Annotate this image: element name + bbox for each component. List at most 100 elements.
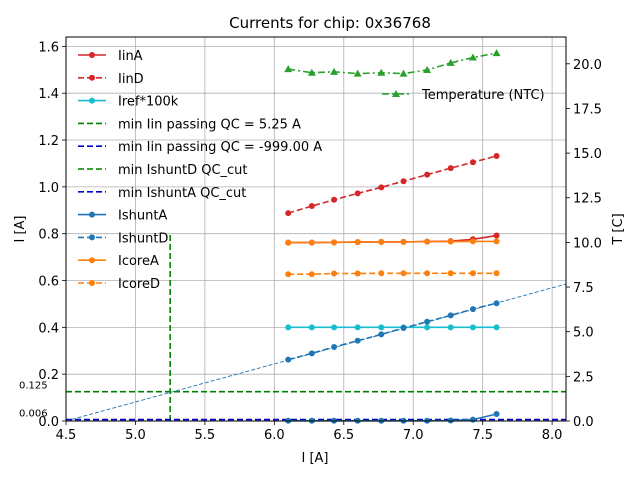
data-point: [469, 159, 476, 166]
series-line-icored: [288, 272, 497, 276]
legend: IinA IinD Iref*100k min Iin passing QC = 5.…: [78, 49, 545, 292]
data-point: [493, 232, 500, 239]
series-line-temperature: [288, 52, 497, 75]
axis-ticks: 4.5 5.0 5.5 6.0 6.5 7.0 7.5 8.0 0.0 0.2 0.4 0.6 0.8 1…: [38, 40, 602, 443]
data-point: [400, 238, 407, 245]
data-point: [308, 350, 315, 357]
chart-title: Currents for chip: 0x36768: [229, 14, 431, 32]
series-line-iind: [287, 155, 497, 214]
data-point: [354, 190, 361, 197]
data-point: [354, 239, 361, 246]
data-point: [469, 416, 476, 423]
legend-entry: IshuntD: [118, 231, 168, 246]
y2-tick-label: 15.0: [573, 147, 602, 162]
data-point: [469, 238, 476, 245]
temperature-point: [377, 68, 386, 76]
data-point: [331, 344, 338, 351]
temperature-point: [423, 66, 432, 74]
legend-entry: IshuntA: [118, 209, 167, 224]
data-point: [447, 324, 454, 331]
x-axis-label: I [A]: [301, 451, 328, 466]
data-point: [493, 324, 500, 331]
data-point: [400, 325, 407, 332]
y2-tick-label: 10.0: [573, 236, 602, 251]
legend-marker: [89, 211, 95, 218]
y2-tick-label: 5.0: [573, 326, 594, 341]
data-series: [284, 49, 501, 424]
temperature-point: [330, 67, 339, 75]
data-point: [354, 337, 361, 344]
y2-tick-label: 12.5: [573, 192, 602, 207]
data-point: [447, 165, 454, 172]
legend-entry: min IshuntA QC_cut: [118, 186, 246, 201]
x-tick-label: 5.5: [195, 428, 216, 443]
x-tick-label: 7.0: [403, 428, 424, 443]
data-point: [331, 324, 338, 331]
data-point: [447, 270, 454, 277]
data-point: [378, 184, 385, 191]
data-point: [354, 324, 361, 331]
data-point: [424, 318, 431, 325]
x-tick-label: 5.0: [125, 428, 146, 443]
qc-cut-value-label: 0.006: [19, 409, 48, 420]
data-point: [308, 324, 315, 331]
legend-entry: min Iin passing QC = -999.00 A: [118, 140, 322, 155]
data-point: [424, 324, 431, 331]
legend-entry: IinA: [118, 49, 143, 64]
y2-tick-label: 0.0: [573, 415, 594, 430]
y-tick-label: 1.4: [38, 87, 59, 102]
data-point: [285, 324, 292, 331]
y2-tick-label: 20.0: [573, 58, 602, 73]
y-tick-label: 1.0: [38, 181, 59, 196]
legend-marker: [89, 97, 95, 104]
x-tick-label: 4.5: [56, 428, 77, 443]
data-point: [308, 239, 315, 246]
data-point: [378, 331, 385, 338]
x-tick-label: 6.5: [333, 428, 354, 443]
x-tick-label: 7.5: [472, 428, 493, 443]
plot-frame: [65, 36, 567, 422]
data-point: [285, 210, 292, 217]
qc-cut-value-label: 0.125: [19, 381, 48, 392]
data-point: [469, 306, 476, 313]
series-line-ishuntd: [287, 302, 497, 361]
data-point: [400, 178, 407, 185]
data-point: [331, 270, 338, 277]
data-point: [308, 203, 315, 210]
data-point: [285, 356, 292, 363]
data-point: [493, 238, 500, 245]
temperature-point: [353, 69, 362, 77]
data-point: [493, 270, 500, 277]
legend-marker: [89, 52, 95, 58]
temperature-point: [399, 69, 408, 77]
data-point: [331, 196, 338, 203]
data-point: [378, 270, 385, 277]
data-point: [493, 152, 500, 159]
legend-entry: Temperature (NTC): [421, 88, 545, 103]
legend-marker: [89, 74, 95, 81]
data-point: [447, 312, 454, 319]
y-axis-label: I [A]: [13, 215, 28, 242]
data-point: [354, 270, 361, 277]
y-tick-label: 0.2: [38, 368, 59, 383]
legend-entry: Iref*100k: [118, 95, 179, 110]
y2-axis-label: T [C]: [611, 213, 626, 245]
data-point: [308, 271, 315, 278]
data-point: [400, 270, 407, 277]
y2-tick-label: 17.5: [573, 102, 602, 117]
data-point: [331, 239, 338, 246]
data-point: [285, 239, 292, 246]
legend-entry: IinD: [118, 72, 144, 87]
temperature-point: [492, 49, 501, 57]
series-line-icorea: [288, 240, 497, 244]
y-tick-label: 0.4: [38, 321, 59, 336]
legend-entry: min Iin passing QC = 5.25 A: [118, 117, 301, 132]
legend-marker: [89, 280, 95, 286]
y2-tick-label: 7.5: [573, 281, 594, 296]
data-point: [424, 238, 431, 245]
data-point: [285, 271, 292, 278]
y-tick-label: 1.2: [38, 134, 59, 149]
data-point: [424, 270, 431, 277]
legend-entry: min IshuntD QC_cut: [118, 163, 248, 178]
y2-tick-label: 2.5: [573, 370, 594, 385]
